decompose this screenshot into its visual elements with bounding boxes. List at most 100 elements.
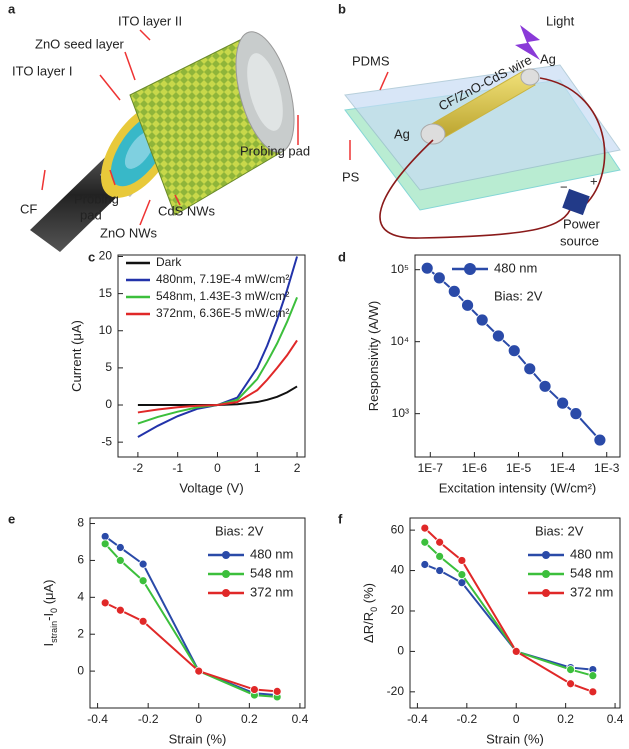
data-point xyxy=(420,261,434,275)
data-point xyxy=(435,537,445,547)
plot-frame xyxy=(409,517,621,709)
y-tick-label: 10⁴ xyxy=(390,334,409,348)
data-point xyxy=(538,379,552,393)
y-tick-label: 20 xyxy=(391,603,405,617)
x-tick-label: -0.4 xyxy=(87,712,108,726)
x-axis-label: Strain (%) xyxy=(169,731,227,746)
y-tick-label: 10⁵ xyxy=(391,262,409,276)
data-point xyxy=(115,605,125,615)
data-point xyxy=(100,539,110,549)
data-point xyxy=(115,556,125,565)
legend-marker xyxy=(222,570,230,578)
legend-marker xyxy=(464,263,476,275)
data-point xyxy=(588,671,598,681)
data-point xyxy=(475,313,489,327)
x-tick-label: 1E-5 xyxy=(506,461,532,475)
data-point xyxy=(461,298,474,312)
data-point xyxy=(566,665,575,674)
data-point xyxy=(491,329,505,343)
annotation: Bias: 2V xyxy=(215,523,264,538)
legend-label: 372 nm xyxy=(570,584,613,599)
diagram-label: + xyxy=(590,173,598,188)
series-line xyxy=(424,563,593,671)
data-point xyxy=(138,559,148,569)
panel-label: a xyxy=(8,1,16,16)
y-tick-label: 6 xyxy=(77,553,84,567)
panel-a-drawing xyxy=(30,29,299,252)
x-axis-label: Strain (%) xyxy=(486,731,544,746)
diagram-label: PS xyxy=(342,169,360,184)
panel-b-drawing xyxy=(344,25,621,239)
y-axis-label-part: strain xyxy=(49,621,59,643)
y-axis-label: Current (μA) xyxy=(69,320,84,392)
y-tick-label: 0 xyxy=(77,663,84,677)
x-tick-label: 1E-6 xyxy=(462,461,488,475)
y-tick-label: 60 xyxy=(391,522,405,536)
series-line xyxy=(104,601,278,693)
x-tick-label: -2 xyxy=(133,461,144,475)
x-axis-label: Voltage (V) xyxy=(179,480,243,495)
legend-marker xyxy=(222,589,230,597)
x-tick-label: -0.2 xyxy=(456,712,477,726)
panel-label: e xyxy=(8,511,15,526)
x-tick-label: -1 xyxy=(172,461,183,475)
data-point xyxy=(523,362,537,376)
x-tick-label: -0.2 xyxy=(138,712,159,726)
diagram-label: PDMS xyxy=(352,53,390,68)
x-tick-label: 1E-3 xyxy=(594,461,620,475)
data-point xyxy=(457,570,467,579)
x-tick-label: 2 xyxy=(294,461,301,475)
annotation: Bias: 2V xyxy=(535,523,584,538)
data-point xyxy=(432,271,446,285)
data-point xyxy=(435,566,445,575)
plot-frame xyxy=(117,254,306,458)
y-axis-label-part: I xyxy=(41,643,56,647)
data-point xyxy=(194,666,204,676)
diagram-label: Probing xyxy=(74,191,119,206)
data-point xyxy=(569,407,583,421)
y-tick-label: 8 xyxy=(77,516,84,530)
data-point xyxy=(100,598,110,608)
x-tick-label: 0.4 xyxy=(607,712,624,726)
data-point xyxy=(138,616,148,626)
y-axis-label: Responsivity (A/W) xyxy=(366,301,381,412)
y-tick-label: 10³ xyxy=(392,406,409,420)
legend-label: 480 nm xyxy=(494,260,537,275)
data-point xyxy=(566,679,575,689)
panel-label: c xyxy=(88,249,95,264)
x-tick-label: 0 xyxy=(195,712,202,726)
y-tick-label: -5 xyxy=(101,434,112,448)
y-axis-label-part: (%) xyxy=(361,583,376,607)
y-axis-label-part: 0 xyxy=(49,608,59,613)
data-point xyxy=(420,560,430,569)
data-point xyxy=(420,523,430,533)
x-tick-label: 0 xyxy=(214,461,221,475)
diagram-label: Light xyxy=(546,13,575,28)
data-point xyxy=(250,685,259,694)
legend-label: 480 nm xyxy=(250,546,293,561)
data-point xyxy=(556,396,570,410)
diagram-label: pad xyxy=(80,207,102,222)
y-tick-label: 2 xyxy=(77,626,84,640)
legend-label: 372nm, 6.36E-5 mW/cm² xyxy=(156,306,289,320)
panel-label: d xyxy=(338,249,346,264)
diagram-label: CdS NWs xyxy=(158,203,216,218)
y-tick-label: 5 xyxy=(105,360,112,374)
y-tick-label: 10 xyxy=(99,323,113,337)
data-point xyxy=(435,552,445,561)
x-tick-label: 0.2 xyxy=(241,712,258,726)
diagram-label: Power xyxy=(563,216,601,231)
legend-label: 548 nm xyxy=(570,565,613,580)
x-tick-label: 0.2 xyxy=(557,712,574,726)
y-tick-label: 0 xyxy=(105,397,112,411)
series-line xyxy=(137,385,298,407)
y-axis-label-part: -I xyxy=(41,613,56,621)
y-axis-label: Istrain-I0 (μA) xyxy=(41,579,59,646)
y-tick-label: 4 xyxy=(77,589,84,603)
legend-label: 548 nm xyxy=(250,565,293,580)
data-point xyxy=(138,576,148,586)
panel-label: b xyxy=(338,1,346,16)
x-axis-label: Excitation intensity (W/cm²) xyxy=(439,480,596,495)
x-tick-label: -0.4 xyxy=(407,712,428,726)
